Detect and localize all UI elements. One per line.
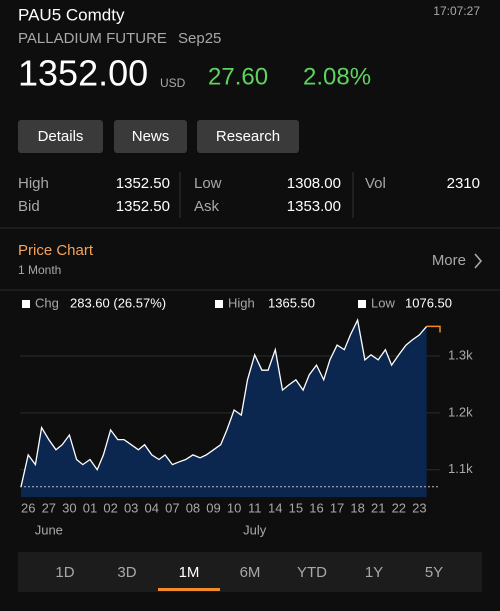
section-period: 1 Month [18, 263, 61, 277]
legend-value: 1076.50 [405, 295, 452, 310]
stat-value: 1352.50 [116, 198, 170, 215]
change: 27.60 [208, 63, 268, 90]
button-label[interactable]: Research [216, 128, 280, 145]
clock: 17:07:27 [433, 4, 480, 18]
legend-label: Low [371, 295, 395, 310]
chevron [474, 253, 483, 269]
x-tick-label: 17 [330, 500, 344, 515]
x-tick-label: 21 [371, 500, 385, 515]
x-tick-label: 26 [21, 500, 35, 515]
legend-label: Chg [35, 295, 59, 310]
stat-label: High [18, 175, 49, 192]
currency: USD [160, 76, 186, 90]
button[interactable] [114, 120, 187, 153]
period-tab[interactable]: 3D [117, 564, 136, 581]
x-tick-label: 16 [309, 500, 323, 515]
price: 1352.00 [18, 53, 148, 94]
more-link[interactable]: More [432, 252, 483, 269]
stat-value: 1308.00 [287, 175, 341, 192]
instrument-name: PALLADIUM FUTURE [18, 30, 167, 47]
period-tab[interactable]: 1M [179, 564, 200, 581]
x-tick-label: 23 [412, 500, 426, 515]
x-tick-label: 27 [42, 500, 56, 515]
legend-label: High [228, 295, 255, 310]
x-tick-label: 15 [289, 500, 303, 515]
button[interactable] [197, 120, 299, 153]
period-tab[interactable]: 1D [55, 564, 74, 581]
button-label[interactable]: Details [38, 128, 84, 145]
x-tick-label: 18 [350, 500, 364, 515]
y-tick-label: 1.1k [448, 461, 473, 476]
x-tick-label: 30 [62, 500, 76, 515]
legend-swatch [215, 300, 223, 308]
x-tick-label: 09 [206, 500, 220, 515]
period-tab[interactable]: YTD [297, 564, 327, 581]
x-tick-label: 04 [145, 500, 159, 515]
legend-swatch [358, 300, 366, 308]
x-tick-label: 14 [268, 500, 282, 515]
x-tick-label: 02 [103, 500, 117, 515]
change-pct: 2.08% [303, 63, 371, 90]
stat-label: Ask [194, 198, 220, 215]
legend-value: 1365.50 [268, 295, 315, 310]
stat-label: Low [194, 175, 222, 192]
section-title: Price Chart [18, 242, 94, 259]
button-label[interactable]: News [132, 128, 170, 145]
period-tab[interactable]: 5Y [425, 564, 443, 581]
stat-value: 1353.00 [287, 198, 341, 215]
legend-swatch [22, 300, 30, 308]
contract: Sep25 [178, 30, 221, 47]
x-tick-label: 03 [124, 500, 138, 515]
more-text[interactable]: More [432, 252, 466, 269]
x-tick-label: 11 [248, 500, 262, 515]
price-line [20, 318, 428, 487]
y-tick-label: 1.2k [448, 404, 473, 419]
last-price-marker [426, 325, 441, 333]
ticker: PAU5 Comdty [18, 5, 125, 24]
tab-underline [158, 588, 220, 591]
y-tick-label: 1.3k [448, 347, 473, 362]
x-tick-label: 08 [186, 500, 200, 515]
x-tick-label: 07 [165, 500, 179, 515]
x-tick-label: 01 [83, 500, 97, 515]
period-tab[interactable]: 6M [240, 564, 261, 581]
x-tick-label: 10 [227, 500, 241, 515]
stat-label: Vol [365, 175, 386, 192]
legend-value: 283.60 (26.57%) [70, 295, 166, 310]
month-label: July [243, 522, 267, 537]
tab-bar [18, 552, 482, 592]
month-label: June [35, 522, 63, 537]
period-tab[interactable]: 1Y [365, 564, 383, 581]
area [21, 320, 427, 497]
stat-value: 1352.50 [116, 175, 170, 192]
stat-value: 2310 [447, 175, 480, 192]
x-tick-label: 22 [392, 500, 406, 515]
stat-label: Bid [18, 198, 40, 215]
button[interactable] [18, 120, 103, 153]
